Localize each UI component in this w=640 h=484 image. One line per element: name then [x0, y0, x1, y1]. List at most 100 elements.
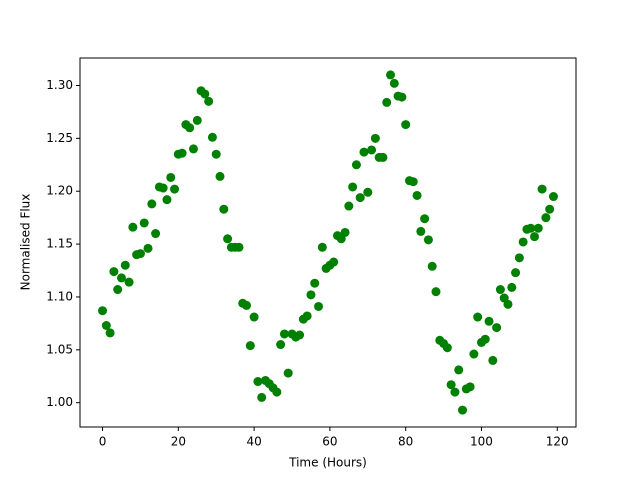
data-point — [507, 282, 517, 292]
data-point — [101, 320, 111, 330]
data-point — [416, 226, 426, 236]
data-point — [382, 97, 392, 107]
y-tick-label: 1.25 — [46, 131, 73, 145]
data-point — [469, 349, 479, 359]
data-point — [495, 285, 505, 295]
data-point — [276, 340, 286, 350]
data-point — [211, 149, 221, 159]
x-tick-label: 100 — [470, 435, 493, 449]
data-point — [537, 184, 547, 194]
data-point — [526, 223, 536, 233]
data-point — [446, 380, 456, 390]
data-point — [310, 278, 320, 288]
data-point — [480, 334, 490, 344]
data-point — [378, 152, 388, 162]
data-point — [511, 268, 521, 278]
data-point — [503, 299, 513, 309]
data-point — [541, 213, 551, 223]
data-point — [279, 329, 289, 339]
data-point — [253, 377, 263, 387]
data-point — [245, 341, 255, 351]
data-point — [401, 120, 411, 130]
data-point — [113, 285, 123, 295]
data-point — [257, 392, 267, 402]
data-point — [530, 232, 540, 242]
data-point — [386, 70, 396, 80]
data-point — [105, 328, 115, 338]
data-point — [488, 355, 498, 365]
data-point — [139, 218, 149, 228]
data-point — [473, 312, 483, 322]
data-point — [431, 287, 441, 297]
data-point — [397, 92, 407, 102]
data-point — [348, 182, 358, 192]
data-point — [518, 237, 528, 247]
data-point — [185, 123, 195, 133]
x-tick-label: 0 — [99, 435, 107, 449]
data-point — [442, 343, 452, 353]
x-tick-label: 120 — [546, 435, 569, 449]
data-point — [162, 195, 172, 205]
data-point — [363, 187, 373, 197]
data-point — [302, 311, 312, 321]
y-axis-label: Normalised Flux — [19, 194, 33, 291]
y-tick-label: 1.00 — [46, 395, 73, 409]
data-point — [545, 204, 555, 214]
x-tick-label: 80 — [398, 435, 413, 449]
data-point — [124, 277, 134, 287]
x-tick-label: 20 — [171, 435, 186, 449]
data-point — [158, 183, 168, 193]
y-tick-label: 1.20 — [46, 184, 73, 198]
y-tick-label: 1.10 — [46, 289, 73, 303]
data-point — [120, 260, 130, 270]
data-point — [465, 382, 475, 392]
x-tick-label: 60 — [322, 435, 337, 449]
data-point — [420, 214, 430, 224]
data-point — [367, 145, 377, 155]
data-point — [219, 204, 229, 214]
data-point — [389, 78, 399, 88]
data-point — [177, 148, 187, 158]
y-tick-label: 1.30 — [46, 78, 73, 92]
data-point — [514, 253, 524, 263]
data-point — [135, 249, 145, 259]
y-tick-label: 1.05 — [46, 342, 73, 356]
data-point — [128, 222, 138, 232]
data-point — [492, 323, 502, 333]
data-point — [370, 133, 380, 143]
data-point — [355, 193, 365, 203]
data-point — [147, 199, 157, 209]
data-point — [200, 89, 210, 99]
data-point — [116, 273, 126, 283]
data-point — [344, 201, 354, 211]
data-point — [359, 147, 369, 157]
data-point — [272, 387, 282, 397]
data-point — [340, 227, 350, 237]
data-point — [170, 184, 180, 194]
x-tick-label: 40 — [246, 435, 261, 449]
data-point — [450, 387, 460, 397]
data-point — [408, 177, 418, 187]
data-point — [458, 405, 468, 415]
data-point — [98, 306, 108, 316]
data-point — [484, 316, 494, 326]
data-point — [151, 229, 161, 239]
data-point — [192, 115, 202, 125]
data-point — [548, 192, 558, 202]
data-point — [533, 223, 543, 233]
data-point — [306, 290, 316, 300]
data-point — [109, 267, 119, 277]
data-point — [207, 132, 217, 142]
data-point — [166, 172, 176, 182]
data-point — [295, 330, 305, 340]
data-point — [188, 144, 198, 154]
data-point — [204, 96, 214, 106]
data-point — [427, 261, 437, 271]
x-axis-label: Time (Hours) — [288, 456, 367, 470]
data-point — [234, 242, 244, 252]
data-point — [143, 243, 153, 253]
data-point — [317, 242, 327, 252]
y-tick-label: 1.15 — [46, 237, 73, 251]
data-point — [249, 312, 259, 322]
